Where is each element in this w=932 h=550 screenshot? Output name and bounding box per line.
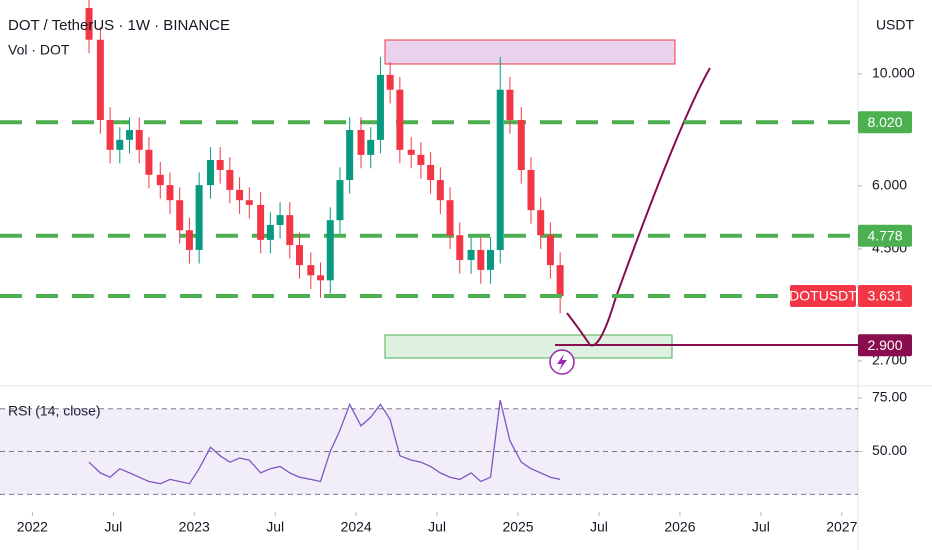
rsi-tick-label: 50.00 [872, 442, 907, 458]
candle-body [446, 200, 454, 236]
candle-body [145, 149, 153, 175]
candle-body [206, 160, 214, 186]
x-tick-label: 2024 [341, 519, 372, 535]
candle-body [176, 200, 184, 231]
candle-body [357, 129, 365, 155]
candle-body [126, 129, 134, 140]
candle-body [195, 185, 203, 250]
candle-body [106, 120, 114, 150]
candle-body [185, 230, 193, 250]
candle-body [477, 249, 485, 270]
x-tick-label: Jul [590, 519, 608, 535]
candle-body [135, 129, 143, 150]
level-label: 8.020 [867, 114, 902, 130]
y-tick-label: 10.000 [872, 65, 915, 81]
candle-body [266, 224, 274, 240]
main-pane [0, 0, 858, 375]
candle-body [386, 74, 394, 90]
candle-body [417, 154, 425, 165]
candle-body [537, 210, 545, 236]
x-tick-label: 2026 [664, 519, 695, 535]
candle-body [96, 39, 104, 121]
price-axis-bg [858, 0, 932, 550]
chart-subtitle: Vol · DOT [8, 42, 70, 58]
candle-body [546, 235, 554, 266]
level-label: 4.778 [867, 227, 902, 243]
candle-body [487, 249, 495, 270]
x-tick-label: 2022 [17, 519, 48, 535]
symbol-label: DOTUSDT [789, 288, 857, 304]
y-axis-label: USDT [876, 17, 915, 33]
x-tick-label: 2023 [179, 519, 210, 535]
target-label: 2.900 [867, 337, 902, 353]
candle-body [326, 220, 334, 281]
price-label: 3.631 [867, 288, 902, 304]
candle-body [556, 265, 564, 297]
candle-body [276, 215, 284, 225]
x-tick-label: Jul [266, 519, 284, 535]
candle-body [396, 89, 404, 150]
candle-body [367, 139, 375, 155]
candle-body [467, 249, 475, 260]
candle-body [245, 200, 253, 205]
candle-body [156, 174, 164, 186]
candle-body [85, 7, 93, 40]
candle-body [226, 169, 234, 190]
candle-body [527, 169, 535, 211]
x-tick-label: 2025 [502, 519, 533, 535]
candle-body [286, 215, 294, 246]
level-tag [858, 224, 912, 247]
candle-body [216, 160, 224, 170]
candle-body [427, 164, 435, 181]
candle-body [376, 74, 384, 140]
candle-body [436, 180, 444, 201]
candle-body [116, 139, 124, 150]
x-tick-label: Jul [428, 519, 446, 535]
candle-body [506, 89, 514, 121]
alert-bolt [557, 354, 567, 371]
level-tag [858, 111, 912, 134]
candle-body [496, 89, 504, 250]
candle-body [295, 245, 303, 266]
rsi-line [88, 399, 561, 485]
x-tick-label: Jul [752, 519, 770, 535]
resistance-zone [384, 39, 676, 65]
rsi-tick-label: 75.00 [872, 389, 907, 405]
candle-body [236, 189, 244, 201]
price-tag [858, 285, 912, 308]
candle-body [317, 275, 325, 281]
rsi-title: RSI (14, close) [8, 403, 101, 419]
projection-curve [566, 67, 711, 347]
target-tag [858, 334, 912, 357]
candle-body [407, 149, 415, 155]
support-zone [384, 334, 673, 359]
symbol-tag [790, 285, 856, 308]
candle-body [517, 120, 525, 170]
candle-body [346, 129, 354, 181]
y-tick-label: 6.000 [872, 177, 907, 193]
x-tick-label: Jul [104, 519, 122, 535]
chart-title: DOT / TetherUS · 1W · BINANCE [8, 17, 230, 34]
candle-body [257, 204, 265, 240]
x-tick-label: 2027 [826, 519, 857, 535]
candle-body [307, 265, 315, 276]
candle-body [166, 185, 174, 201]
candle-body [336, 180, 344, 221]
candle-body [456, 235, 464, 260]
